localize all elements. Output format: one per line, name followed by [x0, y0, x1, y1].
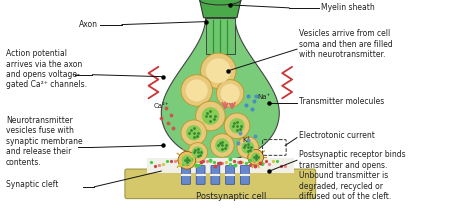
Polygon shape [200, 0, 241, 18]
Ellipse shape [201, 107, 219, 125]
FancyBboxPatch shape [211, 166, 220, 184]
Ellipse shape [220, 84, 240, 103]
Polygon shape [161, 18, 279, 160]
Ellipse shape [178, 151, 196, 169]
Text: Synaptic cleft: Synaptic cleft [6, 180, 58, 189]
Ellipse shape [210, 134, 234, 157]
FancyBboxPatch shape [182, 166, 190, 184]
Text: Na⁺: Na⁺ [258, 94, 271, 100]
Polygon shape [206, 18, 235, 54]
Ellipse shape [196, 101, 225, 131]
Text: Postsynaptic cell: Postsynaptic cell [196, 192, 266, 201]
Text: Axon: Axon [79, 20, 99, 29]
Ellipse shape [201, 53, 236, 88]
FancyBboxPatch shape [240, 166, 249, 184]
Text: Action potential
arrives via the axon
and opens voltage-
gated Ca²⁺ channels.: Action potential arrives via the axon an… [6, 49, 87, 89]
Ellipse shape [200, 0, 241, 5]
Ellipse shape [216, 80, 244, 107]
Ellipse shape [224, 113, 250, 139]
Text: Myelin sheath: Myelin sheath [320, 3, 374, 12]
Text: K⁺: K⁺ [242, 137, 250, 143]
Text: Electrotonic current: Electrotonic current [299, 131, 375, 140]
Ellipse shape [215, 138, 229, 153]
Ellipse shape [248, 149, 264, 165]
Text: Neurotransmitter
vesicles fuse with
synaptic membrane
and release their
contents: Neurotransmitter vesicles fuse with syna… [6, 116, 82, 166]
Ellipse shape [188, 143, 208, 162]
Text: Vesicles arrive from cell
soma and then are filled
with neurotransmitter.: Vesicles arrive from cell soma and then … [299, 30, 392, 59]
Ellipse shape [186, 125, 201, 140]
Ellipse shape [182, 155, 192, 166]
Ellipse shape [241, 141, 255, 154]
Ellipse shape [181, 120, 207, 146]
Ellipse shape [237, 137, 259, 158]
FancyBboxPatch shape [146, 158, 294, 173]
FancyBboxPatch shape [125, 169, 316, 199]
Ellipse shape [229, 118, 245, 134]
FancyBboxPatch shape [226, 166, 235, 184]
Ellipse shape [181, 75, 212, 106]
Text: Postsynaptic receptor binds
transmitter and opens.
Unbound transmitter is
degrad: Postsynaptic receptor binds transmitter … [299, 150, 406, 201]
FancyBboxPatch shape [196, 166, 205, 184]
Text: Ca²⁺: Ca²⁺ [154, 103, 169, 109]
Text: Transmitter molecules: Transmitter molecules [299, 97, 384, 106]
Ellipse shape [186, 79, 208, 101]
Ellipse shape [206, 58, 231, 83]
Ellipse shape [192, 146, 203, 158]
Ellipse shape [251, 153, 260, 162]
